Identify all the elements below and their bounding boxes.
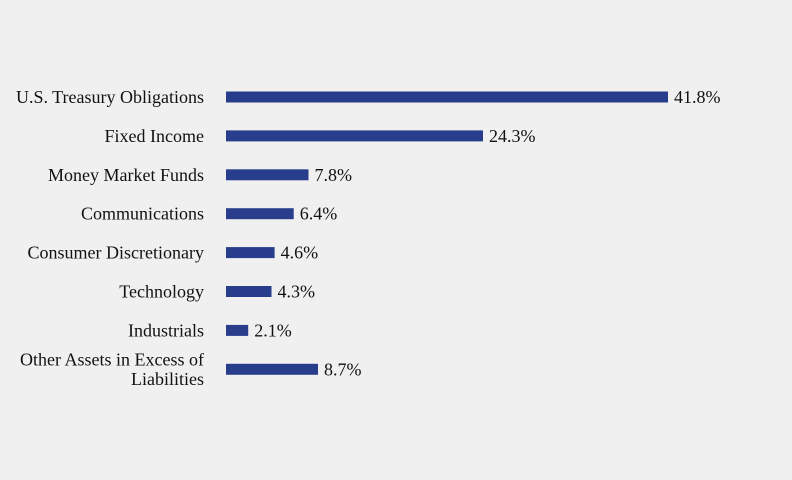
category-label-line: Communications — [81, 204, 204, 224]
category-label-3: Communications — [81, 204, 204, 224]
bar-7 — [226, 363, 318, 375]
bar-4 — [226, 247, 275, 259]
value-label-6: 2.1% — [254, 320, 292, 340]
category-label-line: Other Assets in Excess of — [20, 350, 204, 370]
category-label-line: Fixed Income — [105, 126, 204, 146]
bar-1 — [226, 130, 483, 142]
value-label-4: 4.6% — [281, 243, 319, 263]
category-label-4: Consumer Discretionary — [28, 243, 204, 263]
bar-6 — [226, 324, 249, 336]
value-label-5: 4.3% — [278, 282, 316, 302]
category-label-6: Industrials — [128, 320, 204, 340]
category-label-2: Money Market Funds — [48, 165, 204, 185]
value-label-3: 6.4% — [300, 204, 338, 224]
bar-2 — [226, 169, 309, 181]
category-label-line: Liabilities — [131, 369, 204, 389]
category-label-line: Consumer Discretionary — [28, 243, 204, 263]
value-label-7: 8.7% — [324, 359, 362, 379]
bar-5 — [226, 286, 272, 297]
category-label-line: Industrials — [128, 320, 204, 340]
category-label-1: Fixed Income — [105, 126, 204, 146]
value-label-2: 7.8% — [315, 165, 353, 185]
category-label-0: U.S. Treasury Obligations — [16, 87, 204, 107]
bar-3 — [226, 208, 294, 220]
value-label-1: 24.3% — [489, 126, 536, 146]
category-label-line: U.S. Treasury Obligations — [16, 87, 204, 107]
bar-0 — [226, 91, 668, 103]
category-label-line: Money Market Funds — [48, 165, 204, 185]
value-label-0: 41.8% — [674, 87, 721, 107]
category-label-5: Technology — [119, 282, 204, 302]
category-label-7: Other Assets in Excess of Liabilities — [20, 350, 204, 390]
category-label-line: Technology — [119, 282, 204, 302]
